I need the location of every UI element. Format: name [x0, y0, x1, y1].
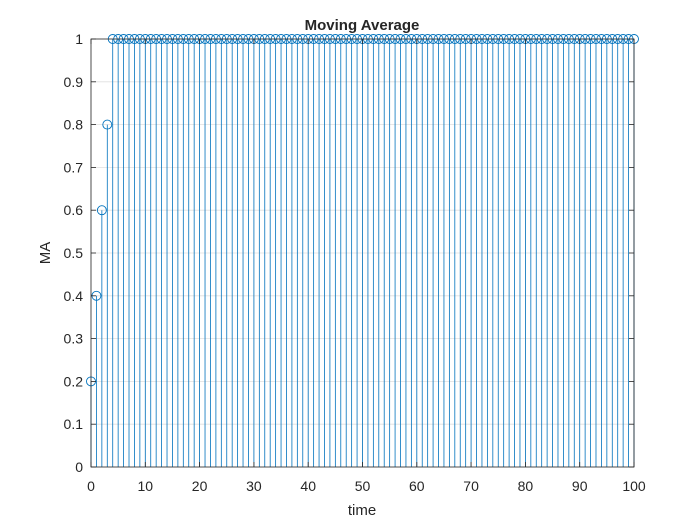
x-tick-label: 60	[409, 478, 425, 494]
x-axis-label: time	[348, 502, 376, 519]
stem-series	[86, 34, 639, 467]
y-tick-label: 0.9	[64, 74, 84, 90]
stem-marker	[102, 119, 113, 130]
y-tick-label: 0.2	[64, 373, 84, 389]
x-tick-label: 10	[138, 478, 154, 494]
x-tick-label: 0	[87, 478, 95, 494]
x-tick-label: 40	[300, 478, 316, 494]
x-tick-label: 80	[518, 478, 534, 494]
x-axis-ticks: 0 10 20 30 40 50 60 70 80 90 100	[87, 39, 646, 494]
stem-marker	[96, 205, 107, 216]
x-tick-label: 20	[192, 478, 208, 494]
y-tick-label: 1	[75, 31, 83, 47]
y-tick-label: 0.3	[64, 331, 84, 347]
y-axis-label: MA	[37, 242, 54, 265]
y-tick-label: 0.5	[64, 245, 84, 261]
x-tick-label: 100	[622, 478, 646, 494]
chart-title: Moving Average	[305, 17, 420, 34]
y-tick-label: 0.4	[64, 288, 84, 304]
x-tick-label: 50	[355, 478, 371, 494]
x-tick-label: 70	[463, 478, 479, 494]
y-axis-ticks: 0 0.1 0.2 0.3 0.4 0.5 0.6 0.7 0.8 0.9 1	[64, 31, 634, 475]
x-tick-label: 30	[246, 478, 262, 494]
y-tick-label: 0	[75, 459, 83, 475]
x-tick-label: 90	[572, 478, 588, 494]
y-tick-label: 0.1	[64, 416, 84, 432]
y-tick-label: 0.8	[64, 117, 84, 133]
y-tick-label: 0.7	[64, 159, 84, 175]
y-tick-label: 0.6	[64, 202, 84, 218]
